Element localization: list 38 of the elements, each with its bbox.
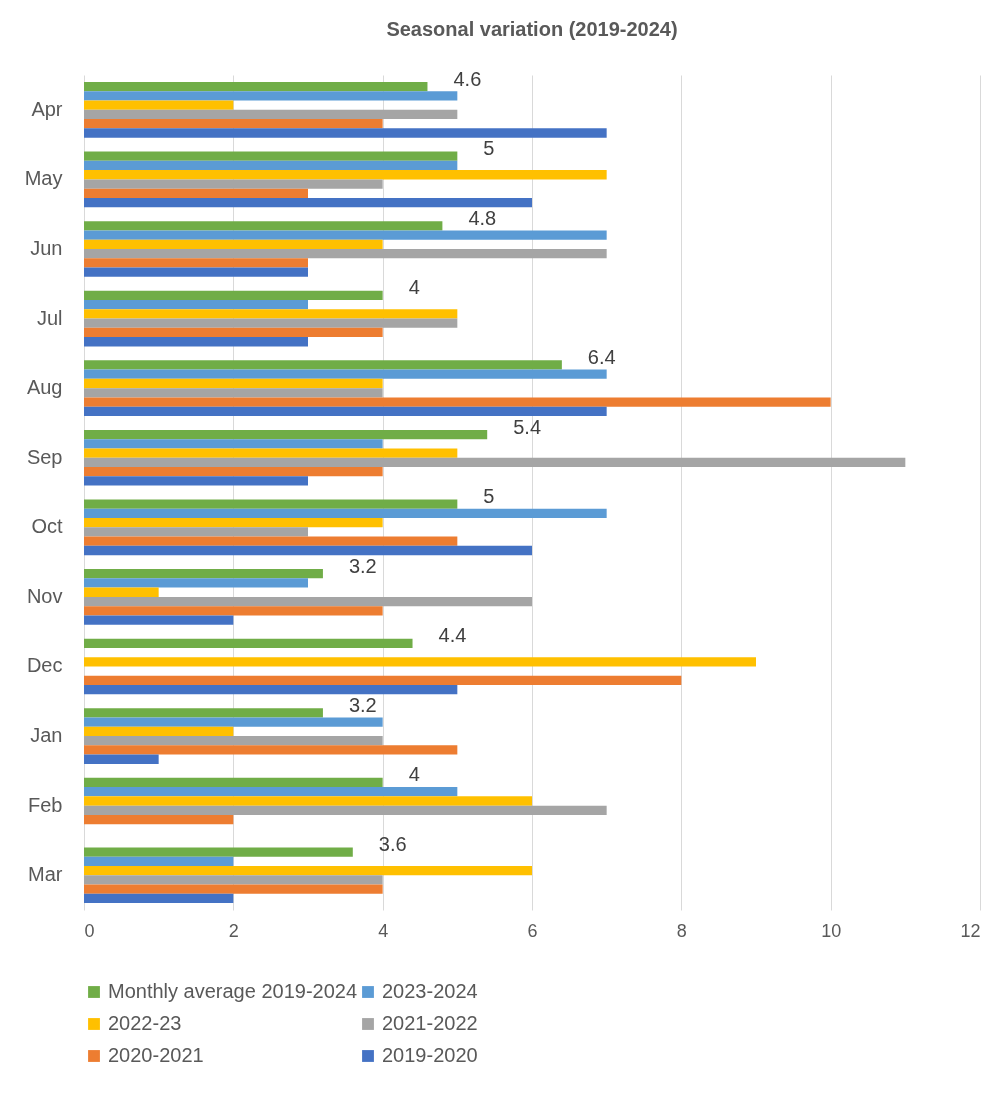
legend-label: Monthly average 2019-2024 (108, 980, 358, 1002)
data-label: 4.4 (438, 624, 467, 647)
y-tick-label: Sep (26, 445, 63, 468)
data-label: 5 (483, 485, 495, 508)
data-label: 5.4 (513, 415, 542, 438)
data-label: 4 (408, 276, 420, 299)
legend-label: 2022-23 (108, 1012, 182, 1034)
legend-label: 2021-2022 (382, 1012, 478, 1034)
x-tick-label: 8 (676, 920, 687, 941)
y-tick-label: Jul (36, 306, 63, 329)
x-tick-label: 10 (821, 920, 842, 941)
y-tick-label: Aug (26, 376, 63, 399)
y-tick-label: Jan (30, 724, 63, 747)
data-label: 4.8 (468, 206, 497, 229)
y-tick-label: Apr (31, 97, 63, 120)
data-label: 5 (483, 137, 495, 160)
data-label: 3.6 (378, 833, 407, 856)
y-tick-label: Jun (30, 236, 63, 259)
y-tick-label: Nov (26, 584, 63, 607)
y-tick-label: Oct (31, 515, 63, 538)
legend-label: 2020-2021 (108, 1044, 204, 1066)
y-tick-label: Mar (28, 863, 63, 886)
chart-title: Seasonal variation (2019-2024) (386, 17, 678, 40)
legend-label: 2023-2024 (382, 980, 478, 1002)
x-tick-label: 6 (527, 920, 538, 941)
data-label: 3.2 (348, 693, 377, 716)
x-tick-label: 0 (84, 920, 95, 941)
y-tick-label: Feb (28, 793, 63, 816)
x-tick-label: 4 (378, 920, 389, 941)
data-label: 3.2 (348, 554, 377, 577)
legend-label: 2019-2020 (382, 1044, 478, 1066)
y-tick-label: May (24, 167, 63, 190)
data-label: 6.4 (587, 345, 616, 368)
data-label: 4 (408, 763, 420, 786)
x-tick-label: 12 (960, 920, 981, 941)
x-tick-label: 2 (228, 920, 239, 941)
y-tick-label: Dec (26, 654, 63, 677)
data-label: 4.6 (453, 67, 482, 90)
